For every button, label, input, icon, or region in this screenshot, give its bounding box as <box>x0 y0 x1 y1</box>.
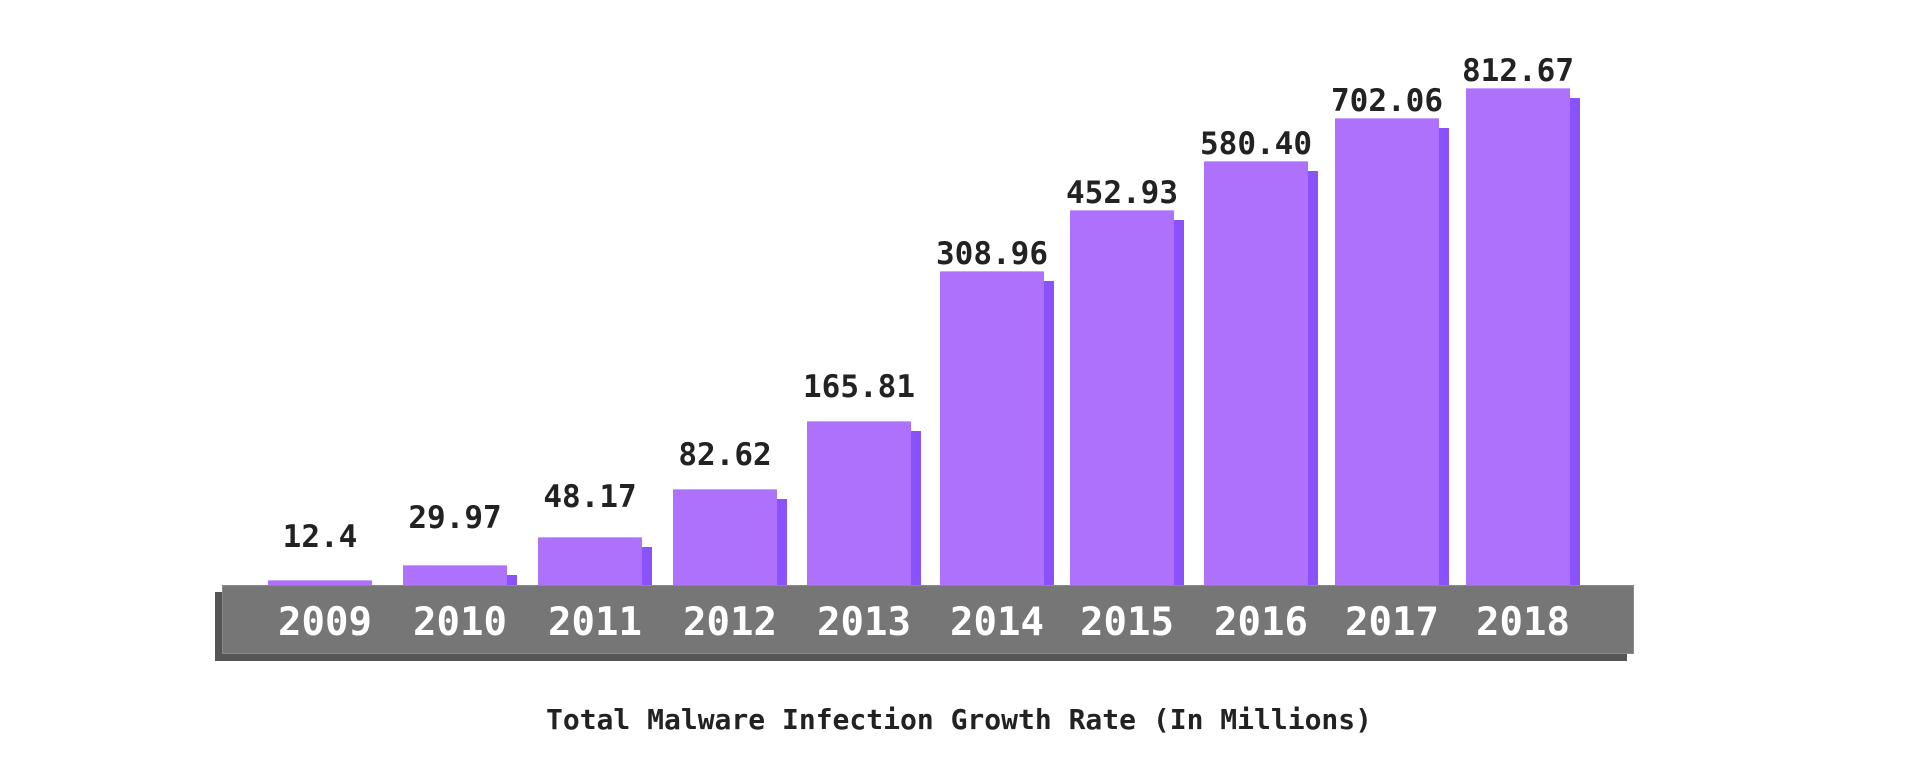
bar-group-2010 <box>403 565 518 585</box>
bar-group-2016 <box>1204 161 1319 585</box>
year-label: 2011 <box>548 600 642 645</box>
value-label: 308.96 <box>936 236 1048 272</box>
bar-group-2011 <box>538 537 653 585</box>
bar <box>403 565 507 585</box>
bar-group-2012 <box>673 489 788 585</box>
year-label: 2017 <box>1345 600 1439 645</box>
value-label: 812.67 <box>1462 53 1574 89</box>
bar-group-2009 <box>268 580 383 585</box>
bar-group-2018 <box>1466 88 1581 585</box>
bar <box>538 537 642 585</box>
value-label: 48.17 <box>543 479 637 515</box>
year-label: 2018 <box>1476 600 1570 645</box>
axis-base <box>222 585 1634 654</box>
bar-group-2013 <box>807 421 922 585</box>
bar-group-2014 <box>940 271 1055 585</box>
chart-title: Total Malware Infection Growth Rate (In … <box>545 703 1372 736</box>
bar <box>1204 161 1308 585</box>
year-label: 2012 <box>683 600 777 645</box>
value-label: 165.81 <box>803 369 915 405</box>
year-label: 2009 <box>278 600 372 645</box>
year-label: 2010 <box>413 600 507 645</box>
year-label: 2015 <box>1080 600 1174 645</box>
value-label: 452.93 <box>1066 175 1178 211</box>
bar <box>807 421 911 585</box>
value-label: 702.06 <box>1331 83 1443 119</box>
year-label: 2016 <box>1214 600 1308 645</box>
bar <box>1335 118 1439 585</box>
bar-group-2015 <box>1070 210 1185 585</box>
bar <box>1466 88 1570 585</box>
value-label: 29.97 <box>408 500 502 536</box>
bar-group-2017 <box>1335 118 1450 585</box>
bar <box>268 580 372 585</box>
value-label: 82.62 <box>678 437 772 473</box>
bar <box>940 271 1044 585</box>
bar <box>673 489 777 585</box>
value-label: 580.40 <box>1200 126 1312 162</box>
value-label: 12.4 <box>282 519 358 555</box>
bar <box>1070 210 1174 585</box>
year-label: 2013 <box>817 600 911 645</box>
year-label: 2014 <box>950 600 1044 645</box>
